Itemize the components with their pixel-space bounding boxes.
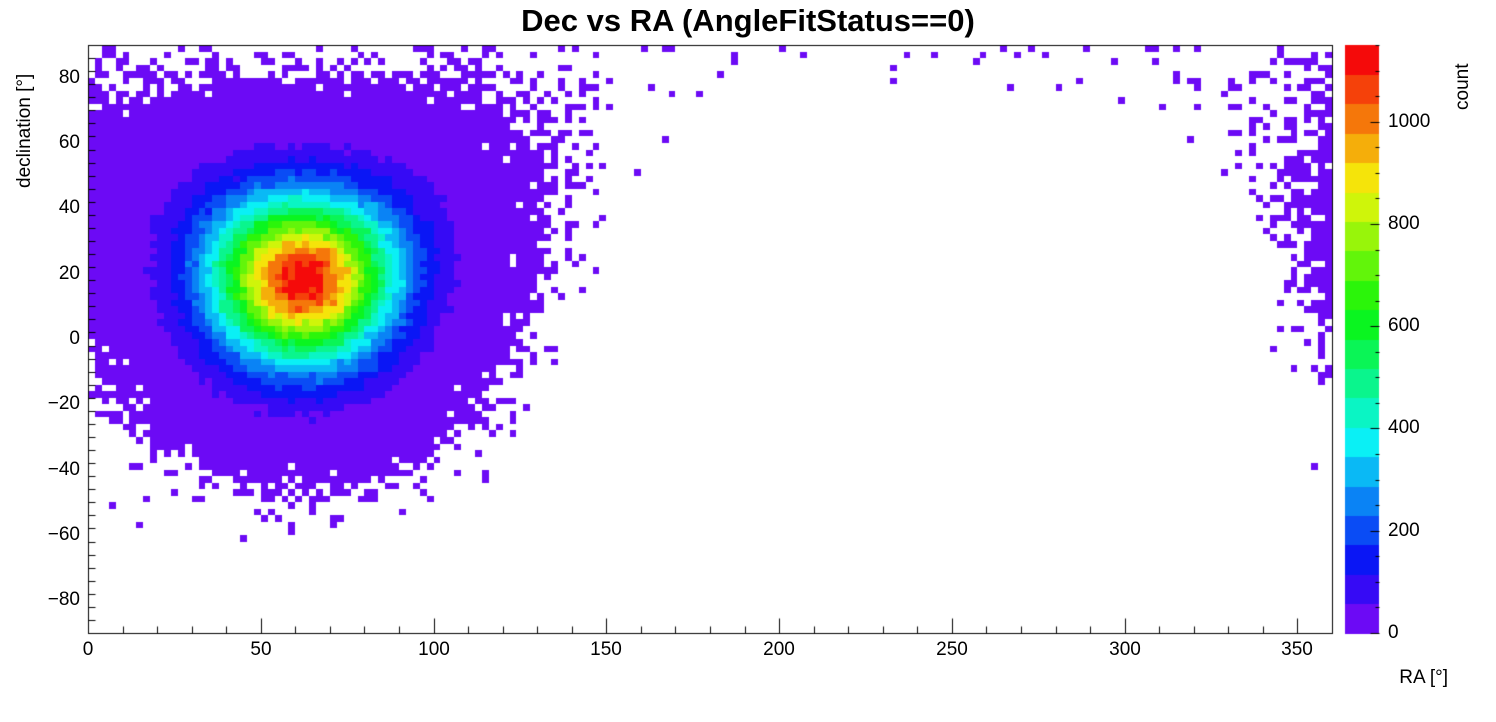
y-tick-label: −40	[47, 459, 80, 480]
y-tick-label: 80	[58, 67, 80, 88]
chart-title: Dec vs RA (AngleFitStatus==0)	[521, 3, 975, 38]
z-tick-label: 200	[1388, 520, 1420, 541]
x-tick-label: 150	[590, 639, 622, 660]
y-tick-label: 60	[58, 132, 80, 153]
z-tick-label: 600	[1388, 315, 1420, 336]
z-tick-label: 1000	[1388, 111, 1431, 132]
x-tick-label: 0	[82, 639, 94, 660]
x-tick-label: 200	[763, 639, 795, 660]
x-axis-title: RA [°]	[1399, 667, 1448, 688]
y-tick-label: 0	[69, 328, 80, 349]
y-tick-label: −60	[47, 524, 80, 545]
x-tick-label: 300	[1109, 639, 1141, 660]
x-tick-label: 100	[418, 639, 450, 660]
x-tick-label: 350	[1281, 639, 1313, 660]
y-tick-label: −20	[47, 393, 80, 414]
y-axis-title: declination [°]	[14, 73, 35, 188]
x-tick-label: 50	[250, 639, 272, 660]
y-tick-label: 40	[58, 197, 80, 218]
colorbar-title: count	[1452, 63, 1473, 110]
z-tick-label: 0	[1388, 622, 1399, 643]
z-tick-label: 400	[1388, 417, 1420, 438]
y-tick-label: −80	[47, 589, 80, 610]
y-tick-label: 20	[58, 263, 80, 284]
z-tick-label: 800	[1388, 213, 1420, 234]
x-tick-label: 250	[936, 639, 968, 660]
